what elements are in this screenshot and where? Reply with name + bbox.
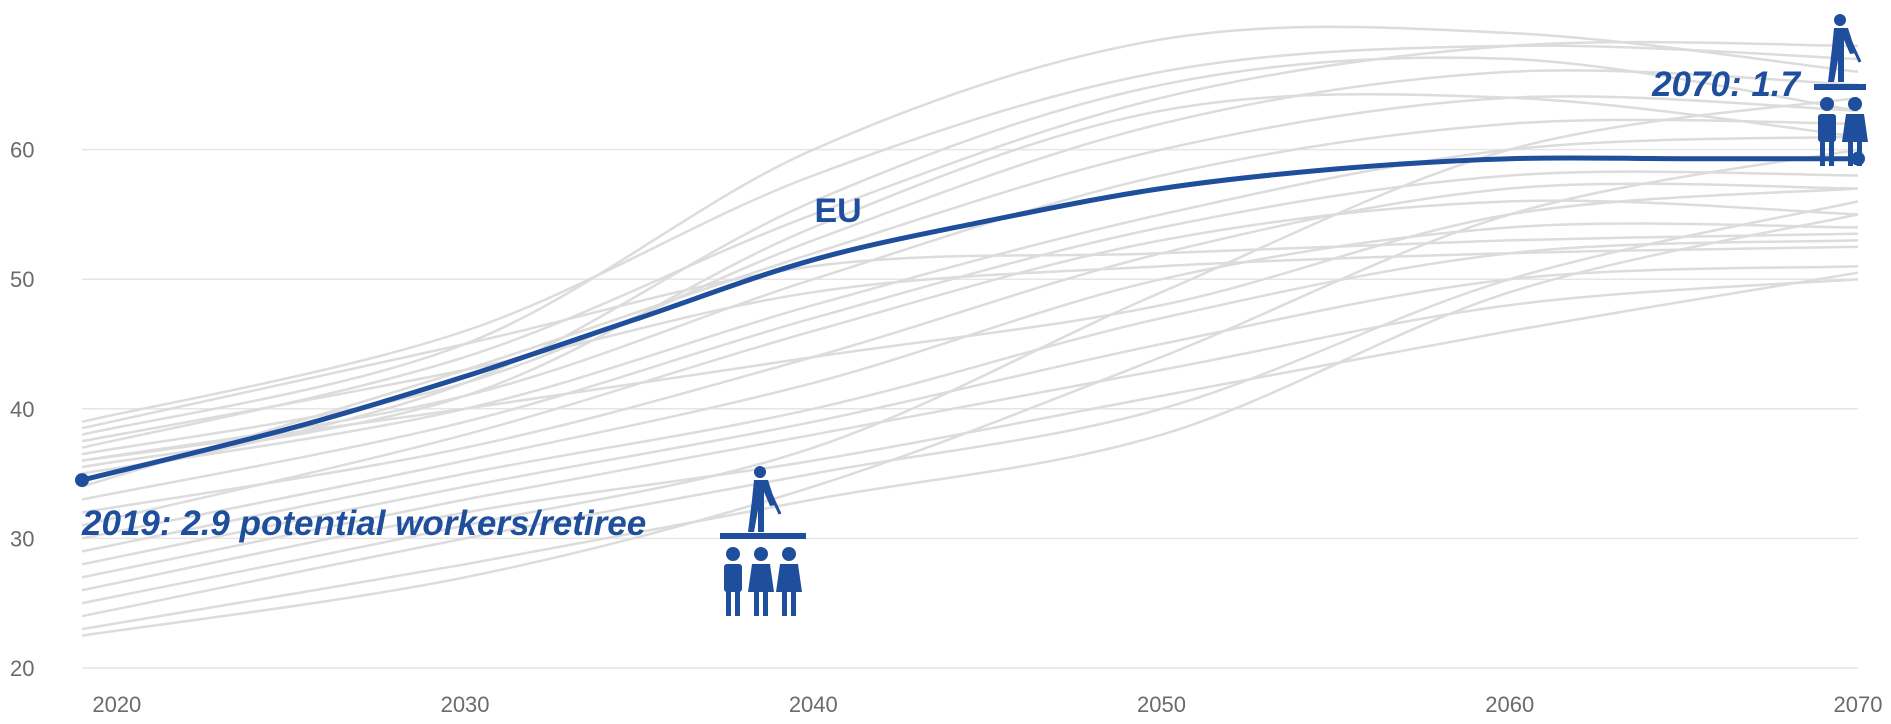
eu-series-line (79, 155, 1861, 483)
end-annotation: 2070: 1.7 (1651, 65, 1801, 104)
country-series-line (81, 96, 1859, 605)
x-tick-label: 2030 (441, 692, 490, 717)
country-series-line (81, 170, 1859, 501)
x-tick-label: 2070 (1834, 692, 1883, 717)
country-series-line (81, 213, 1859, 631)
country-series-line (81, 200, 1859, 618)
country-series-line (81, 25, 1859, 436)
country-series-line (81, 264, 1859, 566)
x-tick-label: 2060 (1485, 692, 1534, 717)
y-tick-label: 20 (10, 656, 34, 681)
country-series-line (81, 239, 1859, 553)
y-axis-tick-labels: 20 30 40 50 60 (10, 138, 34, 681)
x-axis-tick-labels: 2020 2030 2040 2050 2060 2070 (92, 692, 1882, 717)
country-series-line (81, 271, 1859, 592)
country-series-lines (81, 25, 1859, 637)
country-series-line (81, 95, 1859, 488)
country-series-line (81, 245, 1859, 443)
country-series-line (81, 199, 1859, 527)
eu-start-point (75, 473, 89, 488)
y-tick-label: 40 (10, 397, 34, 422)
gridlines (82, 148, 1858, 669)
country-series-line (81, 148, 1859, 637)
country-series-line (81, 44, 1859, 424)
country-series-line (81, 56, 1859, 482)
country-series-line (81, 222, 1859, 540)
x-tick-label: 2040 (789, 692, 838, 717)
country-series-line (81, 118, 1859, 462)
country-series-line (81, 40, 1859, 449)
x-tick-label: 2050 (1137, 692, 1186, 717)
country-series-line (81, 277, 1859, 579)
y-tick-label: 50 (10, 267, 34, 292)
start-annotation: 2019: 2.9 potential workers/retiree (81, 504, 646, 543)
workers-per-retiree-2070-icon (1814, 14, 1868, 166)
eu-series-label: EU (815, 192, 862, 230)
country-series-line (81, 69, 1859, 456)
x-tick-label: 2020 (92, 692, 141, 717)
country-series-line (81, 232, 1859, 430)
country-series-line (81, 92, 1859, 469)
country-series-line (81, 187, 1859, 462)
country-series-line (81, 135, 1859, 475)
workers-per-retiree-2019-icon (720, 466, 806, 616)
y-tick-label: 60 (10, 138, 34, 163)
country-series-line (81, 182, 1859, 514)
y-tick-label: 30 (10, 526, 34, 551)
